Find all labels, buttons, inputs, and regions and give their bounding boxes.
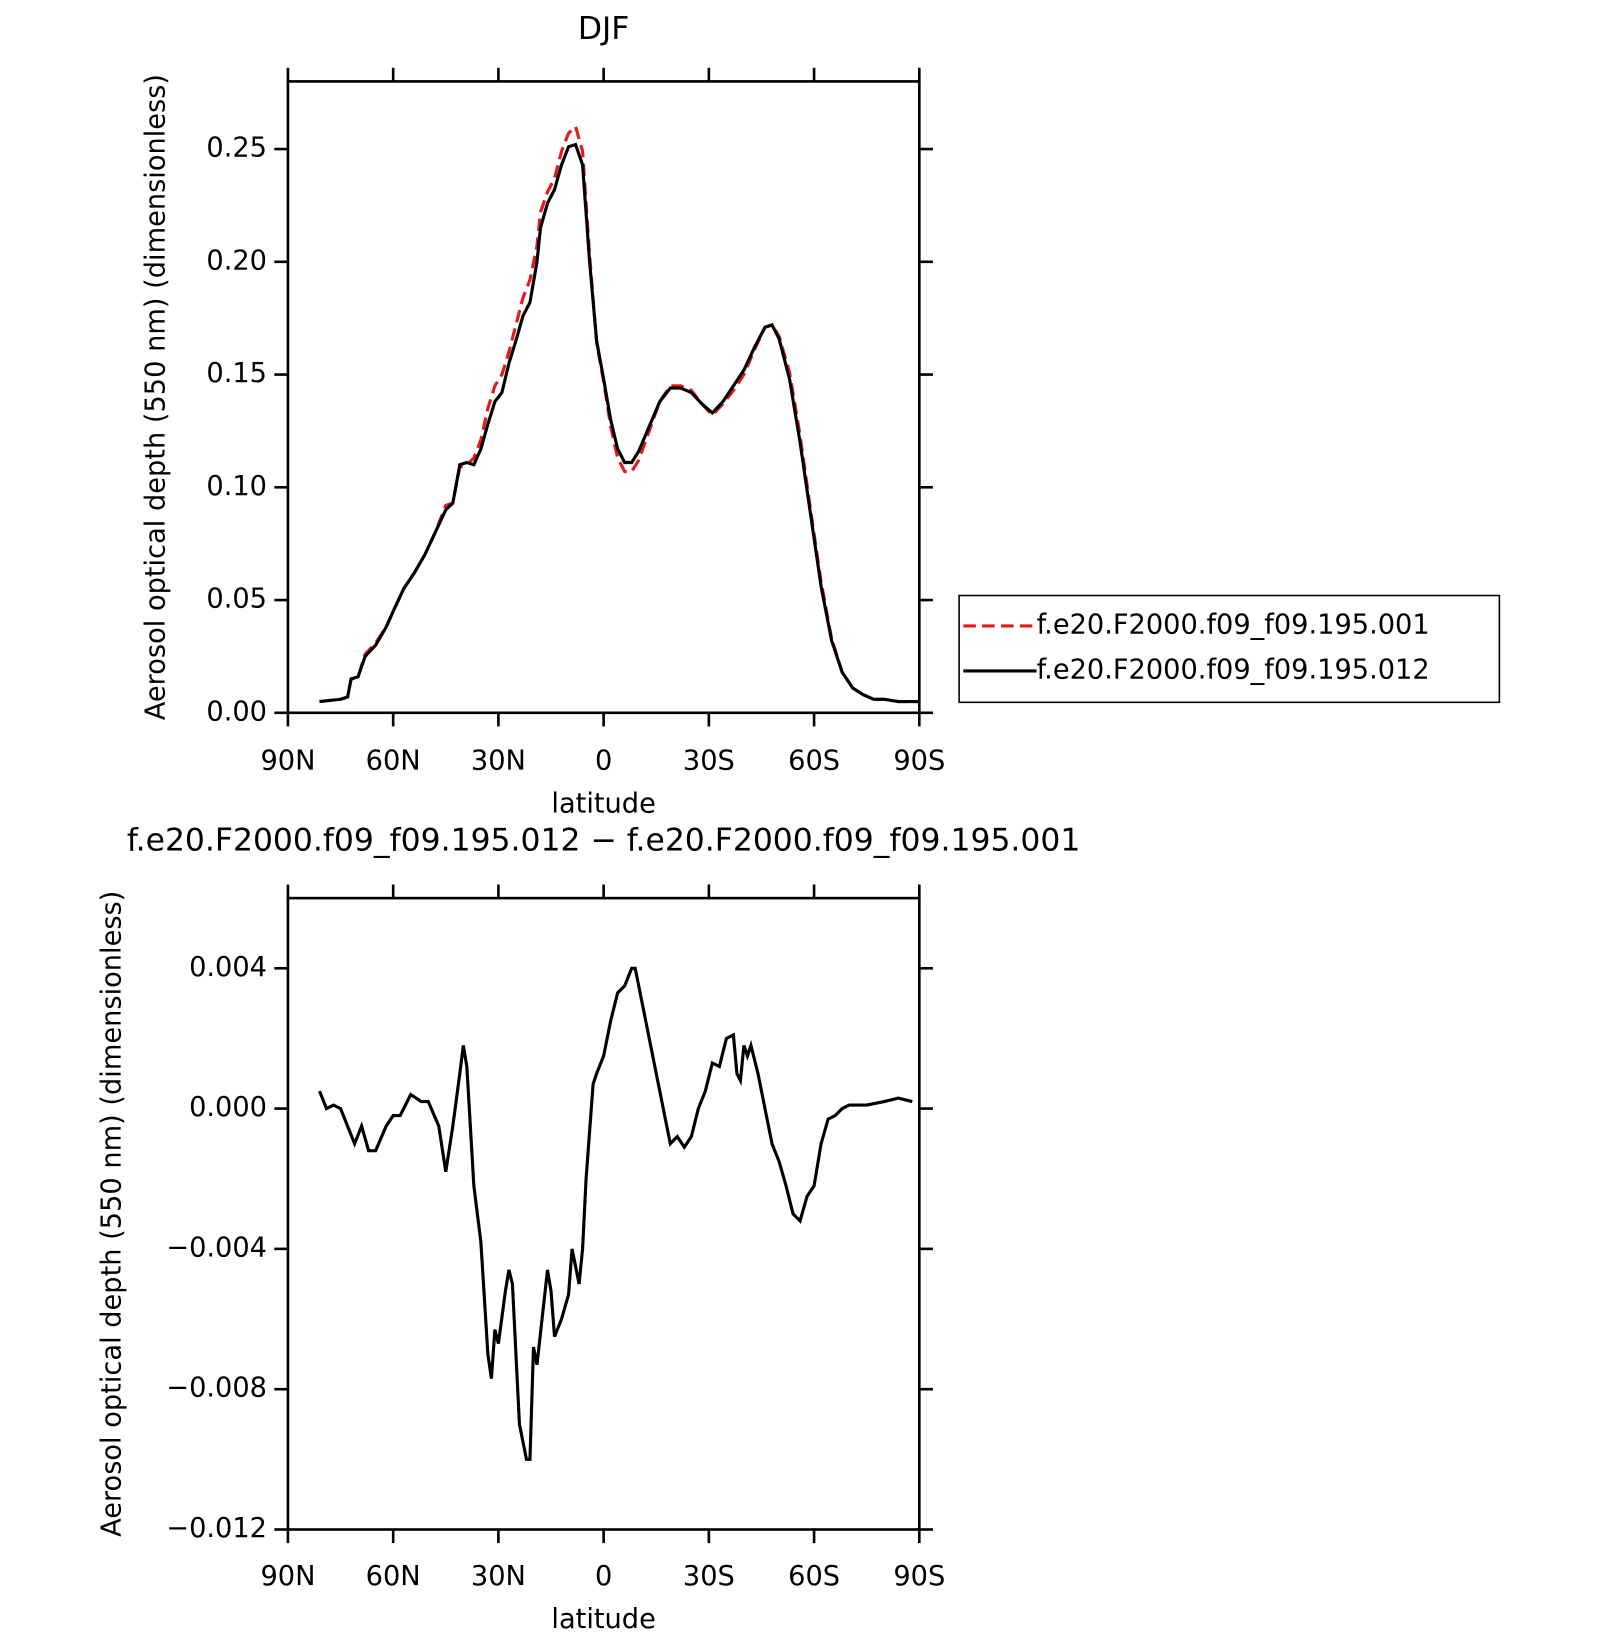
y-tick-label: 0.10	[206, 471, 267, 502]
chart-title: f.e20.F2000.f09_f09.195.012 − f.e20.F200…	[127, 823, 1080, 859]
y-tick-label: 0.15	[206, 358, 267, 389]
y-axis-label: Aerosol optical depth (550 nm) (dimensio…	[97, 891, 128, 1537]
y-tick-label: −0.004	[166, 1232, 267, 1263]
plot-frame	[286, 80, 921, 715]
x-tick-label: 90S	[893, 1561, 945, 1592]
y-tick-label: 0.00	[206, 696, 267, 727]
x-tick-label: 30N	[471, 1561, 526, 1592]
y-axis-label: Aerosol optical depth (550 nm) (dimensio…	[141, 74, 172, 720]
legend-box	[958, 594, 1501, 704]
y-tick-label: 0.05	[206, 584, 267, 615]
x-tick-label: 0	[595, 1561, 612, 1592]
y-tick-label: 0.000	[189, 1092, 267, 1123]
y-tick-label: 0.25	[206, 133, 267, 164]
x-axis-label: latitude	[551, 1604, 655, 1635]
x-tick-label: 30S	[683, 1561, 735, 1592]
x-tick-label: 90S	[893, 746, 945, 777]
y-tick-label: 0.20	[206, 245, 267, 276]
x-tick-label: 0	[595, 746, 612, 777]
data-line	[318, 966, 913, 1461]
x-tick-label: 30S	[683, 746, 735, 777]
legend-label: f.e20.F2000.f09_f09.195.001	[1037, 609, 1430, 640]
x-tick-label: 60N	[366, 746, 421, 777]
x-tick-label: 90N	[260, 746, 315, 777]
data-line	[319, 142, 920, 704]
y-tick-label: 0.004	[189, 952, 267, 983]
x-tick-label: 90N	[260, 1561, 315, 1592]
x-tick-label: 30N	[471, 746, 526, 777]
plot-frame	[286, 896, 921, 1531]
data-line	[319, 123, 920, 704]
y-tick-label: −0.012	[166, 1513, 267, 1544]
x-tick-label: 60S	[788, 1561, 840, 1592]
legend-label: f.e20.F2000.f09_f09.195.012	[1037, 654, 1430, 685]
x-axis-label: latitude	[551, 788, 655, 819]
x-tick-label: 60S	[788, 746, 840, 777]
x-tick-label: 60N	[366, 1561, 421, 1592]
y-tick-label: −0.008	[166, 1373, 267, 1404]
chart-title: DJF	[578, 11, 630, 47]
